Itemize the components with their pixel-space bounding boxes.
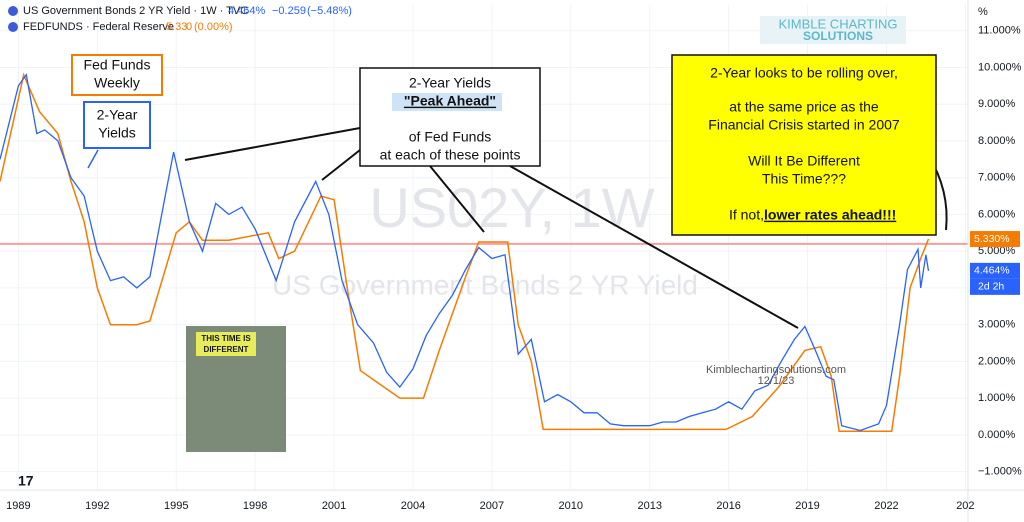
x-tick-label: 2001	[322, 500, 346, 512]
arrow	[429, 165, 485, 233]
x-tick-label: 1995	[164, 500, 188, 512]
credit: Kimblechartingsolutions.com	[706, 364, 846, 376]
logo-text: SOLUTIONS	[803, 29, 873, 43]
book-title: DIFFERENT	[204, 345, 249, 354]
x-tick-label: 2007	[480, 500, 504, 512]
y-tick-label: 11.000%	[978, 25, 1021, 37]
arrow	[509, 165, 799, 329]
y-tick-label: 6.000%	[978, 208, 1016, 220]
watermark: US02Y, 1W	[369, 176, 654, 239]
y-tick-label: 5.000%	[978, 245, 1016, 257]
series-line	[0, 73, 930, 432]
y-tick-label: 3.000%	[978, 319, 1016, 331]
x-tick-label: 1998	[243, 500, 267, 512]
y-tick-label: 10.000%	[978, 61, 1022, 73]
header-last: 4.464%	[228, 5, 266, 17]
header-change-pct: (−5.48%)	[307, 5, 352, 17]
annotation-box	[359, 67, 541, 167]
header-symbol: FEDFUNDS · Federal Reserve	[23, 21, 174, 33]
annotation: of Fed Funds	[409, 129, 492, 145]
annotation-box	[671, 54, 937, 236]
x-tick-label: 2016	[716, 500, 740, 512]
price-tag	[970, 262, 1020, 279]
y-tick-label: −1.000%	[978, 466, 1022, 478]
y-tick-label: 7.000%	[978, 172, 1016, 184]
price-tag-label: 4.464%	[974, 265, 1010, 277]
arrows	[184, 127, 948, 329]
annotation: at the same price as the	[729, 99, 879, 115]
flag-icon	[8, 22, 18, 32]
annotation: "Peak Ahead"	[404, 93, 496, 109]
logo-box	[760, 16, 906, 44]
book-image	[196, 332, 256, 356]
x-tick-label: 2022	[874, 500, 898, 512]
x-tick-label: 2010	[559, 500, 583, 512]
y-tick-label: 2.000%	[978, 355, 1016, 367]
credit: 12/1/23	[758, 375, 795, 387]
x-tick-label: 1992	[85, 500, 109, 512]
book-title: THIS TIME IS	[201, 334, 251, 343]
flag-icon	[8, 6, 18, 16]
series-line	[0, 72, 930, 432]
annotation-box	[83, 101, 151, 149]
logo-text: KIMBLE CHARTING	[779, 16, 898, 31]
annotation: 2-Year Yields	[409, 75, 491, 91]
arrow	[321, 149, 361, 181]
x-tick-label: 2019	[795, 500, 819, 512]
tv-logo: 17	[18, 473, 34, 489]
countdown-tag	[970, 278, 1020, 295]
annotation: Financial Crisis started in 2007	[708, 117, 900, 133]
annotation: 2-Year	[97, 107, 138, 123]
annotation: Weekly	[94, 75, 140, 91]
arrow	[184, 127, 361, 161]
y-tick-label: 8.000%	[978, 135, 1016, 147]
watermark: US Government Bonds 2 YR Yield	[272, 269, 698, 300]
annotation: If not,	[729, 207, 764, 223]
price-tag-label: 5.330%	[974, 233, 1010, 245]
arrow	[87, 149, 99, 169]
series	[0, 72, 930, 432]
annotation: 2-Year looks to be rolling over,	[710, 65, 898, 81]
header-change: −0.259	[272, 5, 306, 17]
header-symbol: US Government Bonds 2 YR Yield · 1W · TV…	[23, 5, 248, 17]
header-last: 5.33	[166, 21, 187, 33]
axis-unit: %	[978, 6, 988, 18]
header-change: 0	[186, 21, 192, 33]
x-tick-label: 202	[956, 500, 974, 512]
x-tick-label: 2013	[637, 500, 661, 512]
annotation: at each of these points	[380, 147, 521, 163]
countdown-label: 2d 2h	[978, 281, 1004, 293]
header-change-pct: (0.00%)	[194, 21, 233, 33]
x-tick-label: 1989	[6, 500, 30, 512]
annotation: Fed Funds	[84, 57, 151, 73]
annotation-box	[71, 54, 163, 96]
x-tick-label: 2004	[401, 500, 425, 512]
y-tick-label: 1.000%	[978, 392, 1016, 404]
annotation: Yields	[98, 125, 136, 141]
annotation: This Time???	[762, 171, 846, 187]
y-tick-label: 0.000%	[978, 429, 1016, 441]
annotation: lower rates ahead!!!	[764, 207, 896, 223]
y-tick-label: 9.000%	[978, 98, 1016, 110]
annotation: Will It Be Different	[748, 153, 860, 169]
price-tag	[970, 231, 1020, 248]
highlight	[392, 93, 502, 111]
